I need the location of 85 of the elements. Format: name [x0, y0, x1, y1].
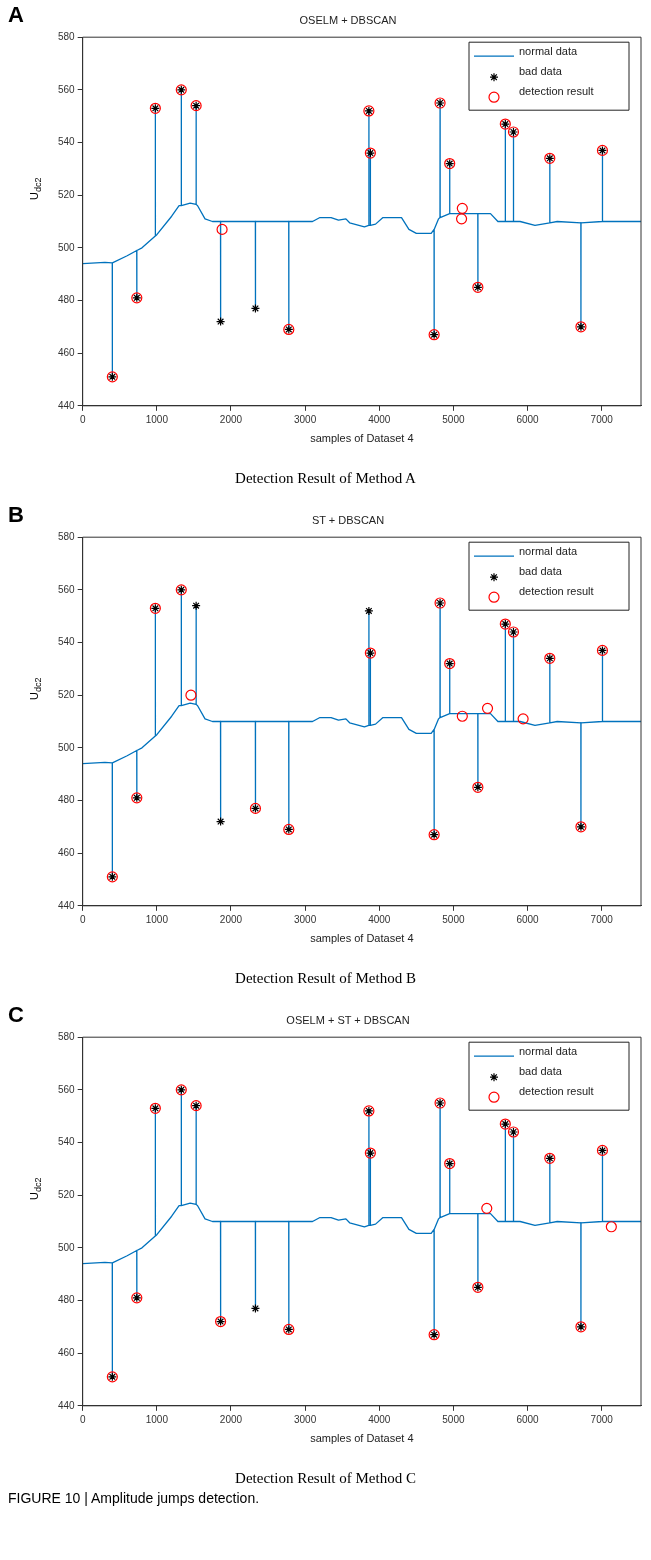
- x-tick-label: 7000: [590, 413, 614, 425]
- y-tick-label: 500: [58, 741, 76, 753]
- x-tick-label: 1000: [145, 1413, 169, 1425]
- legend-label: bad data: [519, 565, 563, 578]
- y-tick-label: 560: [58, 583, 76, 595]
- point: [191, 601, 201, 611]
- legend-label: detection result: [519, 585, 594, 598]
- x-tick-label: 6000: [516, 413, 540, 425]
- point: [216, 316, 226, 327]
- legend-label: detection result: [519, 85, 594, 98]
- legend-label: detection result: [519, 1085, 594, 1098]
- x-tick-label: 6000: [516, 913, 540, 925]
- y-tick-label: 460: [58, 1346, 76, 1358]
- x-tick-label: 5000: [442, 413, 465, 425]
- y-tick-label: 440: [58, 1399, 76, 1411]
- legend-label: normal data: [519, 1045, 578, 1058]
- x-tick-label: 7000: [590, 1413, 614, 1425]
- chart-title: ST + DBSCAN: [311, 513, 385, 526]
- text: Detection Result of Method B: [234, 970, 417, 987]
- x-tick-label: 1000: [145, 913, 169, 925]
- legend-label: normal data: [519, 45, 578, 58]
- y-tick-label: 560: [58, 83, 76, 95]
- x-tick-label: 1000: [145, 413, 169, 425]
- x-tick-label: 6000: [516, 1413, 540, 1425]
- point: [456, 710, 468, 722]
- point: [364, 606, 374, 616]
- x-axis-title: samples of Dataset 4: [310, 932, 414, 945]
- y-tick-label: 520: [58, 688, 76, 700]
- legend-label: bad data: [519, 65, 563, 78]
- y-tick-label: 540: [58, 1136, 76, 1148]
- x-tick-label: 3000: [294, 913, 317, 925]
- y-tick-label: 580: [58, 30, 76, 42]
- chart-title: OSELM + DBSCAN: [299, 13, 397, 26]
- y-tick-label: 480: [58, 294, 76, 306]
- x-tick-label: 0: [79, 413, 86, 425]
- x-tick-label: 4000: [368, 413, 391, 425]
- y-tick-label: 440: [58, 399, 76, 411]
- y-tick-label: 500: [58, 1241, 76, 1253]
- x-tick-label: 5000: [442, 913, 465, 925]
- y-tick-label: 460: [58, 846, 76, 858]
- chart-title: OSELM + ST + DBSCAN: [286, 1013, 410, 1026]
- x-tick-label: 0: [79, 1413, 86, 1425]
- y-tick-label: 460: [58, 346, 76, 358]
- x-tick-label: 7000: [590, 913, 614, 925]
- x-tick-label: 4000: [368, 913, 391, 925]
- x-axis-title: samples of Dataset 4: [310, 1432, 414, 1445]
- y-tick-label: 540: [58, 636, 76, 648]
- y-tick-label: 580: [58, 1030, 76, 1042]
- x-tick-label: 4000: [368, 1413, 391, 1425]
- point: [517, 713, 529, 725]
- y-tick-label: 560: [58, 1083, 76, 1095]
- point: [216, 223, 228, 235]
- y-tick-label: 480: [58, 1294, 76, 1306]
- text: Detection Result of Method C: [234, 1470, 417, 1487]
- y-tick-label: 500: [58, 241, 76, 253]
- x-tick-label: 3000: [294, 1413, 317, 1425]
- legend-label: bad data: [519, 1065, 563, 1078]
- y-tick-label: 540: [58, 136, 76, 148]
- point: [185, 689, 197, 701]
- legend-label: normal data: [519, 545, 578, 558]
- point: [456, 202, 468, 214]
- text: C: [8, 1002, 24, 1028]
- point: [250, 303, 261, 313]
- x-tick-label: 2000: [219, 1413, 243, 1425]
- x-tick-label: 3000: [294, 413, 317, 425]
- y-tick-label: 480: [58, 794, 76, 806]
- text: A: [8, 2, 24, 28]
- x-tick-label: 2000: [219, 413, 243, 425]
- y-tick-label: 440: [58, 899, 76, 911]
- text: Detection Result of Method A: [234, 470, 417, 487]
- x-tick-label: 5000: [442, 1413, 465, 1425]
- x-tick-label: 0: [79, 913, 86, 925]
- y-tick-label: 520: [58, 188, 76, 200]
- point: [455, 213, 468, 225]
- point: [216, 816, 226, 827]
- caption: FIGURE 10 | Amplitude jumps detection.: [8, 1490, 260, 1506]
- y-tick-label: 580: [58, 530, 76, 542]
- point: [250, 1303, 261, 1313]
- x-axis-title: samples of Dataset 4: [310, 432, 414, 445]
- y-tick-label: 520: [58, 1188, 76, 1200]
- point: [481, 702, 494, 714]
- point: [605, 1221, 617, 1233]
- text: B: [8, 502, 24, 528]
- point: [481, 1202, 493, 1214]
- x-tick-label: 2000: [219, 913, 243, 925]
